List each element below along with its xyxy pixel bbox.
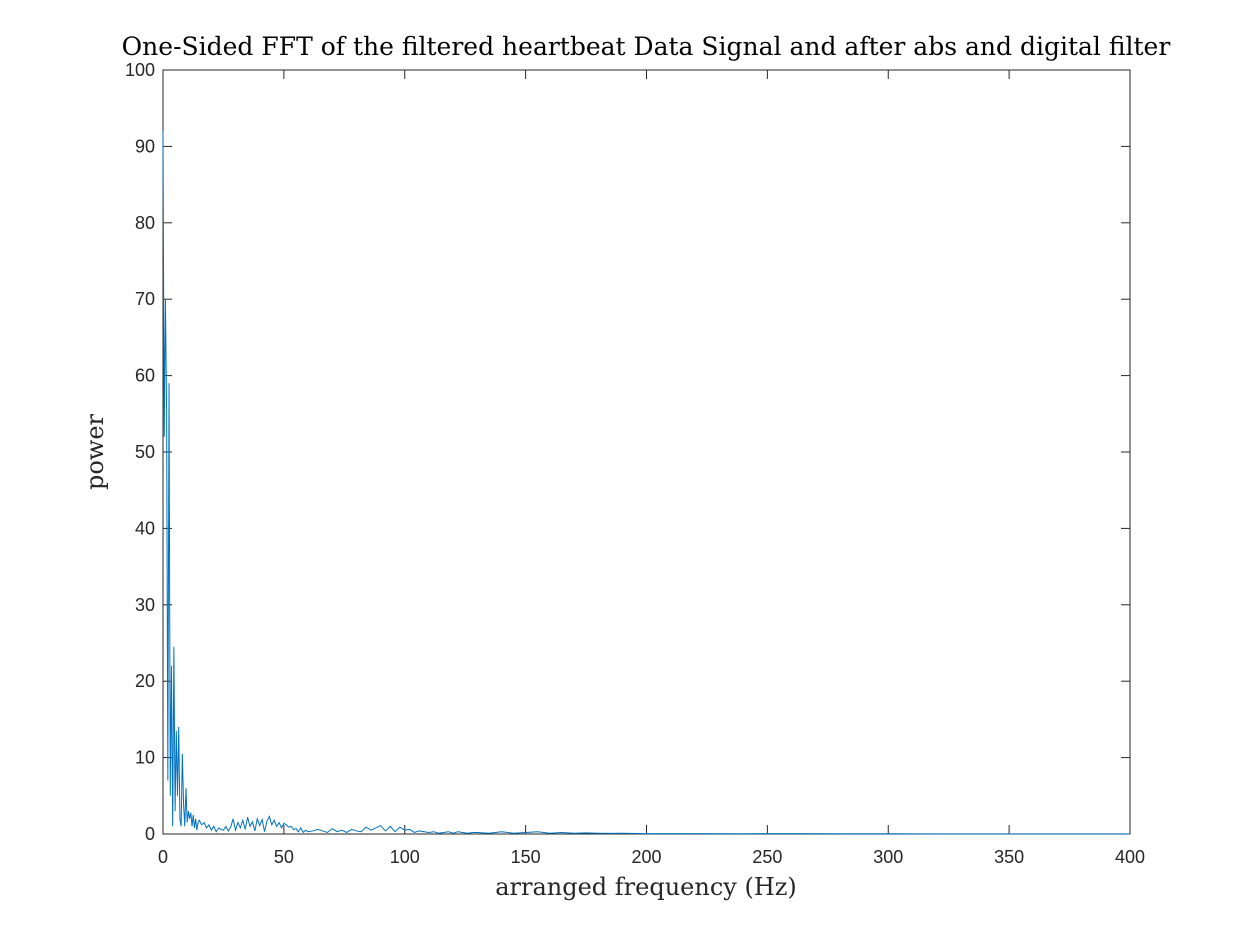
y-tick-label: 70 bbox=[135, 289, 155, 309]
y-tick-label: 30 bbox=[135, 595, 155, 615]
x-tick-label: 350 bbox=[994, 847, 1024, 867]
x-tick-label: 50 bbox=[274, 847, 294, 867]
fft-series-line bbox=[162, 131, 1130, 835]
x-tick-label: 150 bbox=[511, 847, 541, 867]
y-tick-label: 80 bbox=[135, 213, 155, 233]
y-tick-label: 20 bbox=[135, 671, 155, 691]
y-axis: 0 10 20 30 40 50 60 70 80 90 100 bbox=[125, 60, 1130, 844]
y-tick-label: 40 bbox=[135, 518, 155, 538]
y-axis-label: power bbox=[81, 413, 109, 490]
chart-title: One-Sided FFT of the filtered heartbeat … bbox=[122, 32, 1171, 61]
y-tick-label: 60 bbox=[135, 366, 155, 386]
x-tick-label: 0 bbox=[158, 847, 168, 867]
y-tick-label: 10 bbox=[135, 748, 155, 768]
y-tick-label: 100 bbox=[125, 60, 155, 80]
x-tick-label: 250 bbox=[752, 847, 782, 867]
y-tick-label: 50 bbox=[135, 442, 155, 462]
x-tick-label: 400 bbox=[1115, 847, 1145, 867]
x-tick-label: 100 bbox=[390, 847, 420, 867]
x-tick-label: 300 bbox=[873, 847, 903, 867]
axes-box bbox=[162, 69, 1131, 835]
x-axis-label: arranged frequency (Hz) bbox=[495, 873, 797, 901]
x-tick-label: 200 bbox=[631, 847, 661, 867]
y-tick-label: 90 bbox=[135, 136, 155, 156]
x-axis: 0 50 100 150 200 250 300 350 400 bbox=[158, 70, 1145, 867]
plot-area: 0 50 100 150 200 250 300 350 400 0 10 20 30 40 50 60 70… bbox=[125, 60, 1145, 867]
y-tick-label: 0 bbox=[145, 824, 155, 844]
